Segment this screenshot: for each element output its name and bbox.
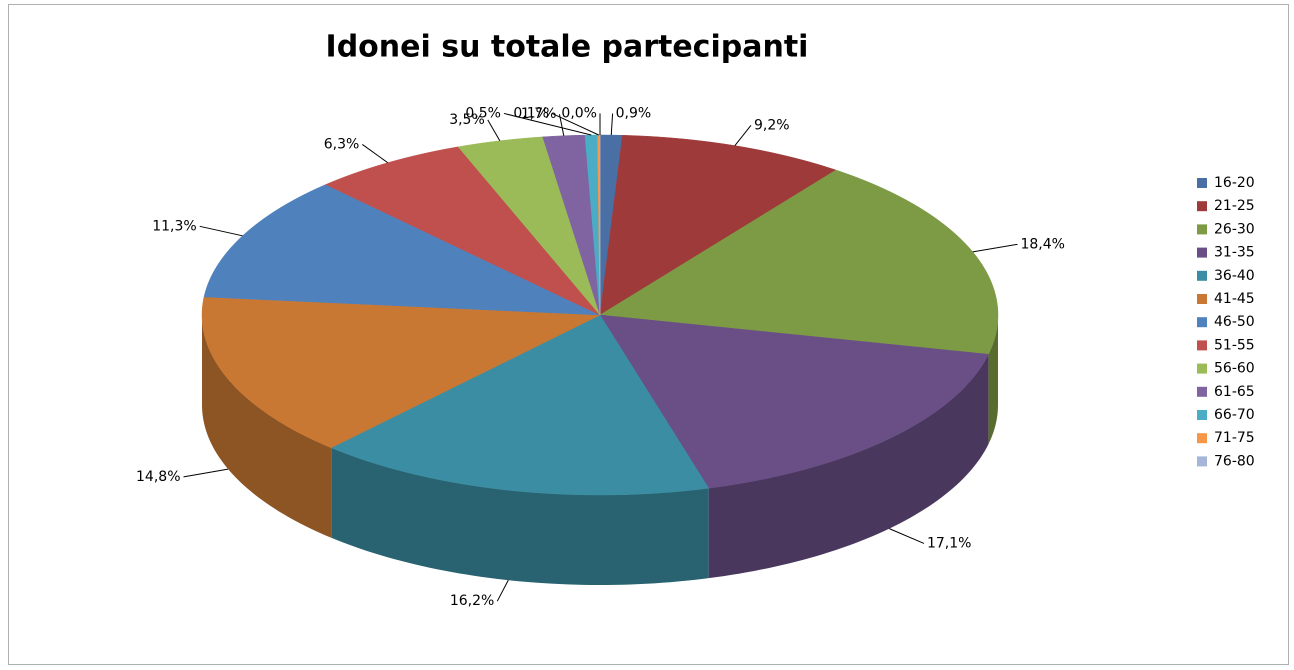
legend-swatch — [1197, 247, 1207, 258]
legend-swatch — [1197, 270, 1207, 281]
legend-label: 36-40 — [1214, 268, 1255, 284]
data-label: 17,1% — [927, 535, 971, 551]
pie-slice — [457, 136, 601, 316]
data-label: 14,8% — [136, 469, 180, 485]
legend-label: 66-70 — [1214, 407, 1255, 423]
pie-slice — [542, 134, 601, 316]
legend-swatch — [1197, 317, 1207, 328]
leader-line — [199, 225, 243, 237]
data-label: 3,5% — [449, 112, 485, 128]
legend-swatch — [1197, 456, 1207, 467]
leader-line — [487, 119, 501, 142]
data-label: 1,7% — [521, 106, 557, 122]
legend-label: 56-60 — [1214, 361, 1255, 377]
leader-line — [551, 112, 599, 136]
pie-slice — [201, 296, 601, 449]
legend-label: 76-80 — [1214, 453, 1255, 469]
pie-slice-side — [202, 315, 332, 538]
legend-label: 16-20 — [1214, 175, 1255, 191]
legend-swatch — [1197, 178, 1207, 188]
leader-line — [558, 114, 565, 136]
leader-line — [183, 468, 229, 478]
chart-title: Idonei su totale partecipanti — [326, 30, 809, 65]
data-label: 9,2% — [754, 117, 790, 133]
data-label: 0,1% — [513, 105, 549, 121]
legend-swatch — [1197, 201, 1207, 212]
pie-slice-side — [988, 315, 998, 445]
pie-slice — [330, 314, 710, 496]
data-label: 0,5% — [465, 105, 501, 121]
leader-line — [610, 113, 614, 136]
data-label: 18,4% — [1020, 236, 1064, 252]
leader-line — [889, 528, 925, 544]
legend-label: 46-50 — [1214, 314, 1255, 330]
legend-label: 41-45 — [1214, 291, 1255, 307]
pie-slice — [325, 146, 601, 316]
data-label: 0,0% — [561, 105, 597, 121]
data-label: 6,3% — [324, 136, 360, 152]
legend-label: 26-30 — [1214, 221, 1255, 237]
legend-swatch — [1197, 410, 1207, 420]
pie-slice-side — [708, 354, 989, 579]
data-label: 11,3% — [152, 218, 196, 234]
leader-line — [503, 112, 592, 136]
legend-swatch — [1197, 340, 1207, 351]
leader-line — [362, 144, 389, 164]
data-label: 16,2% — [450, 593, 494, 609]
legend-label: 31-35 — [1214, 245, 1255, 261]
legend-swatch — [1197, 363, 1207, 374]
legend-swatch — [1197, 433, 1207, 444]
legend-label: 21-25 — [1214, 198, 1255, 214]
legend-swatch — [1197, 386, 1207, 397]
pie-slice — [599, 135, 837, 316]
leader-line — [734, 125, 752, 146]
pie-slice-side — [331, 447, 709, 585]
data-label: 0,9% — [616, 105, 652, 121]
leader-line — [496, 579, 509, 602]
pie-slice — [599, 314, 989, 489]
legend-label: 71-75 — [1214, 430, 1255, 446]
legend-swatch — [1197, 224, 1207, 235]
leader-line — [972, 243, 1018, 253]
legend-swatch — [1197, 294, 1207, 304]
legend-label: 51-55 — [1214, 337, 1255, 353]
legend-label: 61-65 — [1214, 384, 1255, 400]
